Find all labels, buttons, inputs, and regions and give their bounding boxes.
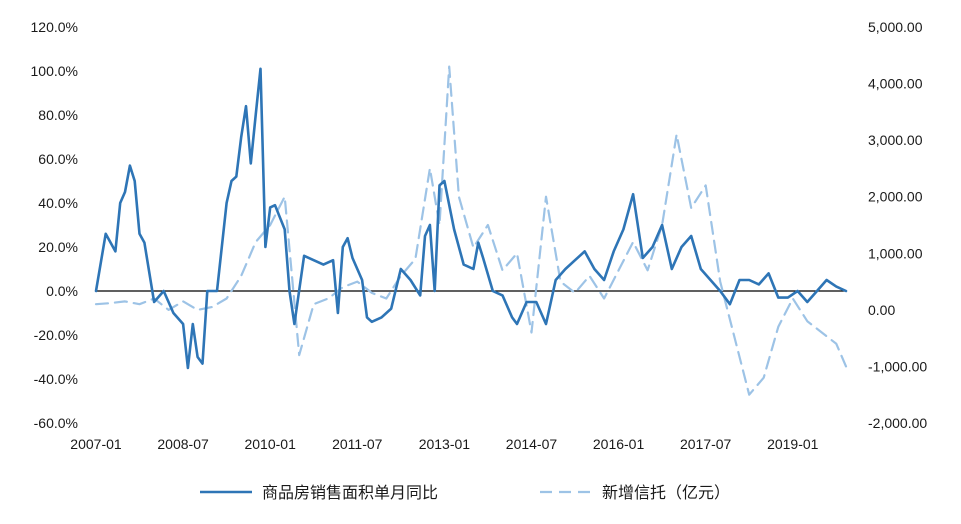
- x-tick-label: 2013-01: [419, 436, 471, 452]
- series-line-trust: [94, 65, 848, 396]
- x-tick-label: 2011-07: [332, 436, 383, 452]
- y-right-tick-label: -2,000.00: [868, 415, 927, 431]
- y-right-tick-label: 0.00: [868, 302, 895, 318]
- y-left-tick-label: 40.0%: [38, 195, 78, 211]
- x-tick-label: 2007-01: [70, 436, 122, 452]
- y-left-tick-label: 0.0%: [46, 283, 78, 299]
- x-tick-label: 2010-01: [244, 436, 296, 452]
- x-tick-label: 2008-07: [157, 436, 209, 452]
- y-right-tick-label: 3,000.00: [868, 132, 923, 148]
- y-right-axis: 5,000.00 4,000.00 3,000.00 2,000.00 1,000.00…: [868, 19, 927, 431]
- x-tick-label: 2016-01: [593, 436, 645, 452]
- y-left-tick-label: -60.0%: [34, 415, 78, 431]
- y-right-tick-label: 1,000.00: [868, 245, 923, 261]
- y-left-tick-label: -20.0%: [34, 327, 78, 343]
- y-right-tick-label: 4,000.00: [868, 76, 923, 92]
- x-tick-label: 2017-07: [680, 436, 732, 452]
- series-line-sales: [94, 67, 848, 370]
- y-left-tick-label: 120.0%: [31, 19, 78, 35]
- series-layer: [94, 65, 848, 396]
- y-left-tick-label: -40.0%: [34, 371, 78, 387]
- x-tick-label: 2019-01: [767, 436, 819, 452]
- y-left-tick-label: 60.0%: [38, 151, 78, 167]
- y-left-tick-label: 20.0%: [38, 239, 78, 255]
- legend-label-sales: 商品房销售面积单月同比: [262, 484, 438, 502]
- y-left-tick-label: 80.0%: [38, 107, 78, 123]
- legend-label-trust: 新增信托（亿元）: [602, 484, 730, 502]
- y-left-axis: 120.0% 100.0% 80.0% 60.0% 40.0% 20.0% 0.0% -20.…: [31, 19, 78, 431]
- y-right-tick-label: -1,000.00: [868, 358, 927, 374]
- x-tick-label: 2014-07: [506, 436, 558, 452]
- y-right-tick-label: 2,000.00: [868, 189, 923, 205]
- y-left-tick-label: 100.0%: [31, 63, 78, 79]
- x-axis: 2007-01 2008-07 2010-01 2011-07 2013-01 2014-…: [70, 436, 818, 452]
- legend: 商品房销售面积单月同比 新增信托（亿元）: [200, 484, 730, 502]
- y-right-tick-label: 5,000.00: [868, 19, 923, 35]
